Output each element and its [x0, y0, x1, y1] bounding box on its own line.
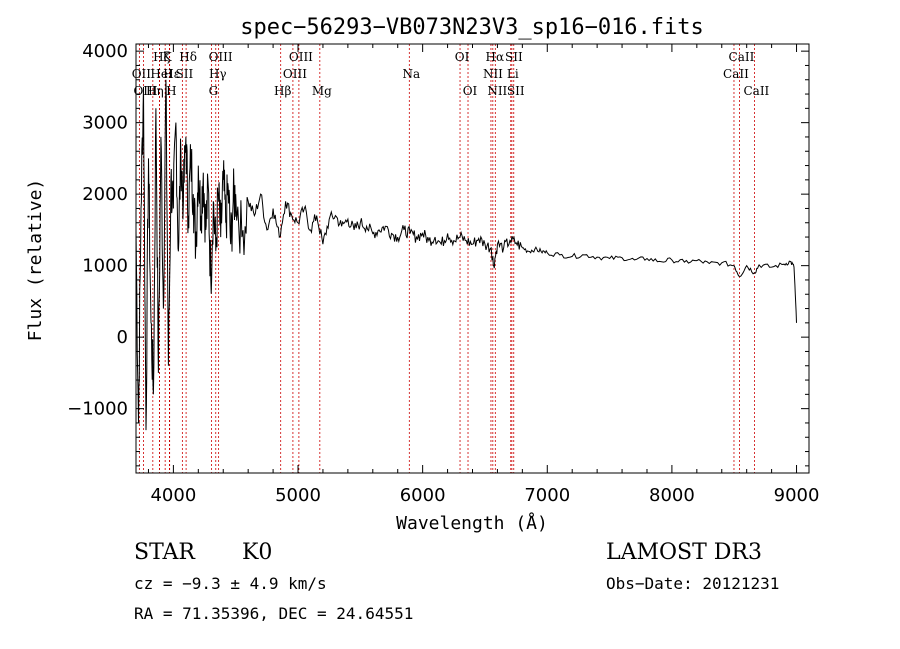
line-marker-label: OIII [209, 50, 233, 64]
line-marker-label: OIII [289, 50, 313, 64]
line-marker-label: Hδ [179, 50, 197, 64]
x-tick-label: 9000 [774, 485, 820, 506]
line-marker-label: Hε [163, 67, 180, 81]
x-axis-ticks: 4000 5000 6000 7000 8000 9000 [147, 44, 820, 506]
line-marker-label: HeI [150, 67, 173, 81]
line-marker-label: Mg [312, 84, 332, 98]
line-marker-label: OI [455, 50, 470, 64]
line-marker-label: Na [402, 67, 420, 81]
y-tick-label: 2000 [82, 184, 128, 205]
flux-series-line [135, 79, 797, 431]
line-marker-label: SII [507, 84, 525, 98]
line-marker-label: SII [505, 50, 523, 64]
object-subclass: K0 [242, 540, 272, 565]
plot-frame [135, 43, 810, 474]
x-tick-label: 8000 [649, 485, 695, 506]
line-marker-label: CaII [743, 84, 769, 98]
x-tick-label: 5000 [275, 485, 321, 506]
line-marker-label: OIII [283, 67, 307, 81]
line-marker-label: Hα [486, 50, 505, 64]
line-marker-label: Hζ [153, 50, 170, 64]
line-marker-label: Hη [146, 84, 164, 98]
line-marker-label: CaII [723, 67, 749, 81]
line-marker-label: K [163, 50, 173, 64]
line-marker-label: Li [507, 67, 519, 81]
y-axis-label: Flux (relative) [25, 179, 46, 342]
line-marker-label: OII [132, 67, 152, 81]
x-tick-label: 6000 [400, 485, 446, 506]
chart-title: spec−56293−VB073N23V3_sp16−016.fits [240, 15, 704, 40]
object-type: STAR [134, 540, 196, 565]
survey-name: LAMOST DR3 [606, 540, 762, 565]
y-tick-label: 4000 [82, 41, 128, 62]
line-marker-label: NII [487, 84, 507, 98]
y-tick-label: 0 [117, 327, 128, 348]
redshift-readout: cz = −9.3 ± 4.9 km/s [134, 574, 327, 593]
x-axis-label: Wavelength (Å) [396, 512, 548, 534]
line-marker-label: CaII [729, 50, 755, 64]
y-tick-label: 1000 [82, 256, 128, 277]
line-marker-label: NII [483, 67, 503, 81]
observation-date: Obs−Date: 20121231 [606, 574, 779, 593]
y-axis-ticks: −1000 0 1000 2000 3000 4000 [67, 41, 809, 467]
line-marker-label: OI [463, 84, 478, 98]
spectral-line-markers [138, 44, 755, 473]
x-tick-label: 7000 [524, 485, 570, 506]
line-marker-label: H [166, 84, 176, 98]
y-tick-label: −1000 [67, 399, 128, 420]
coordinates-readout: RA = 71.35396, DEC = 24.64551 [134, 604, 413, 623]
y-tick-label: 3000 [82, 113, 128, 134]
line-marker-label: Hβ [274, 84, 291, 98]
line-marker-label: SII [176, 67, 194, 81]
line-marker-label: Hγ [209, 67, 227, 81]
line-marker-label: G [209, 84, 219, 98]
x-tick-label: 4000 [150, 485, 196, 506]
